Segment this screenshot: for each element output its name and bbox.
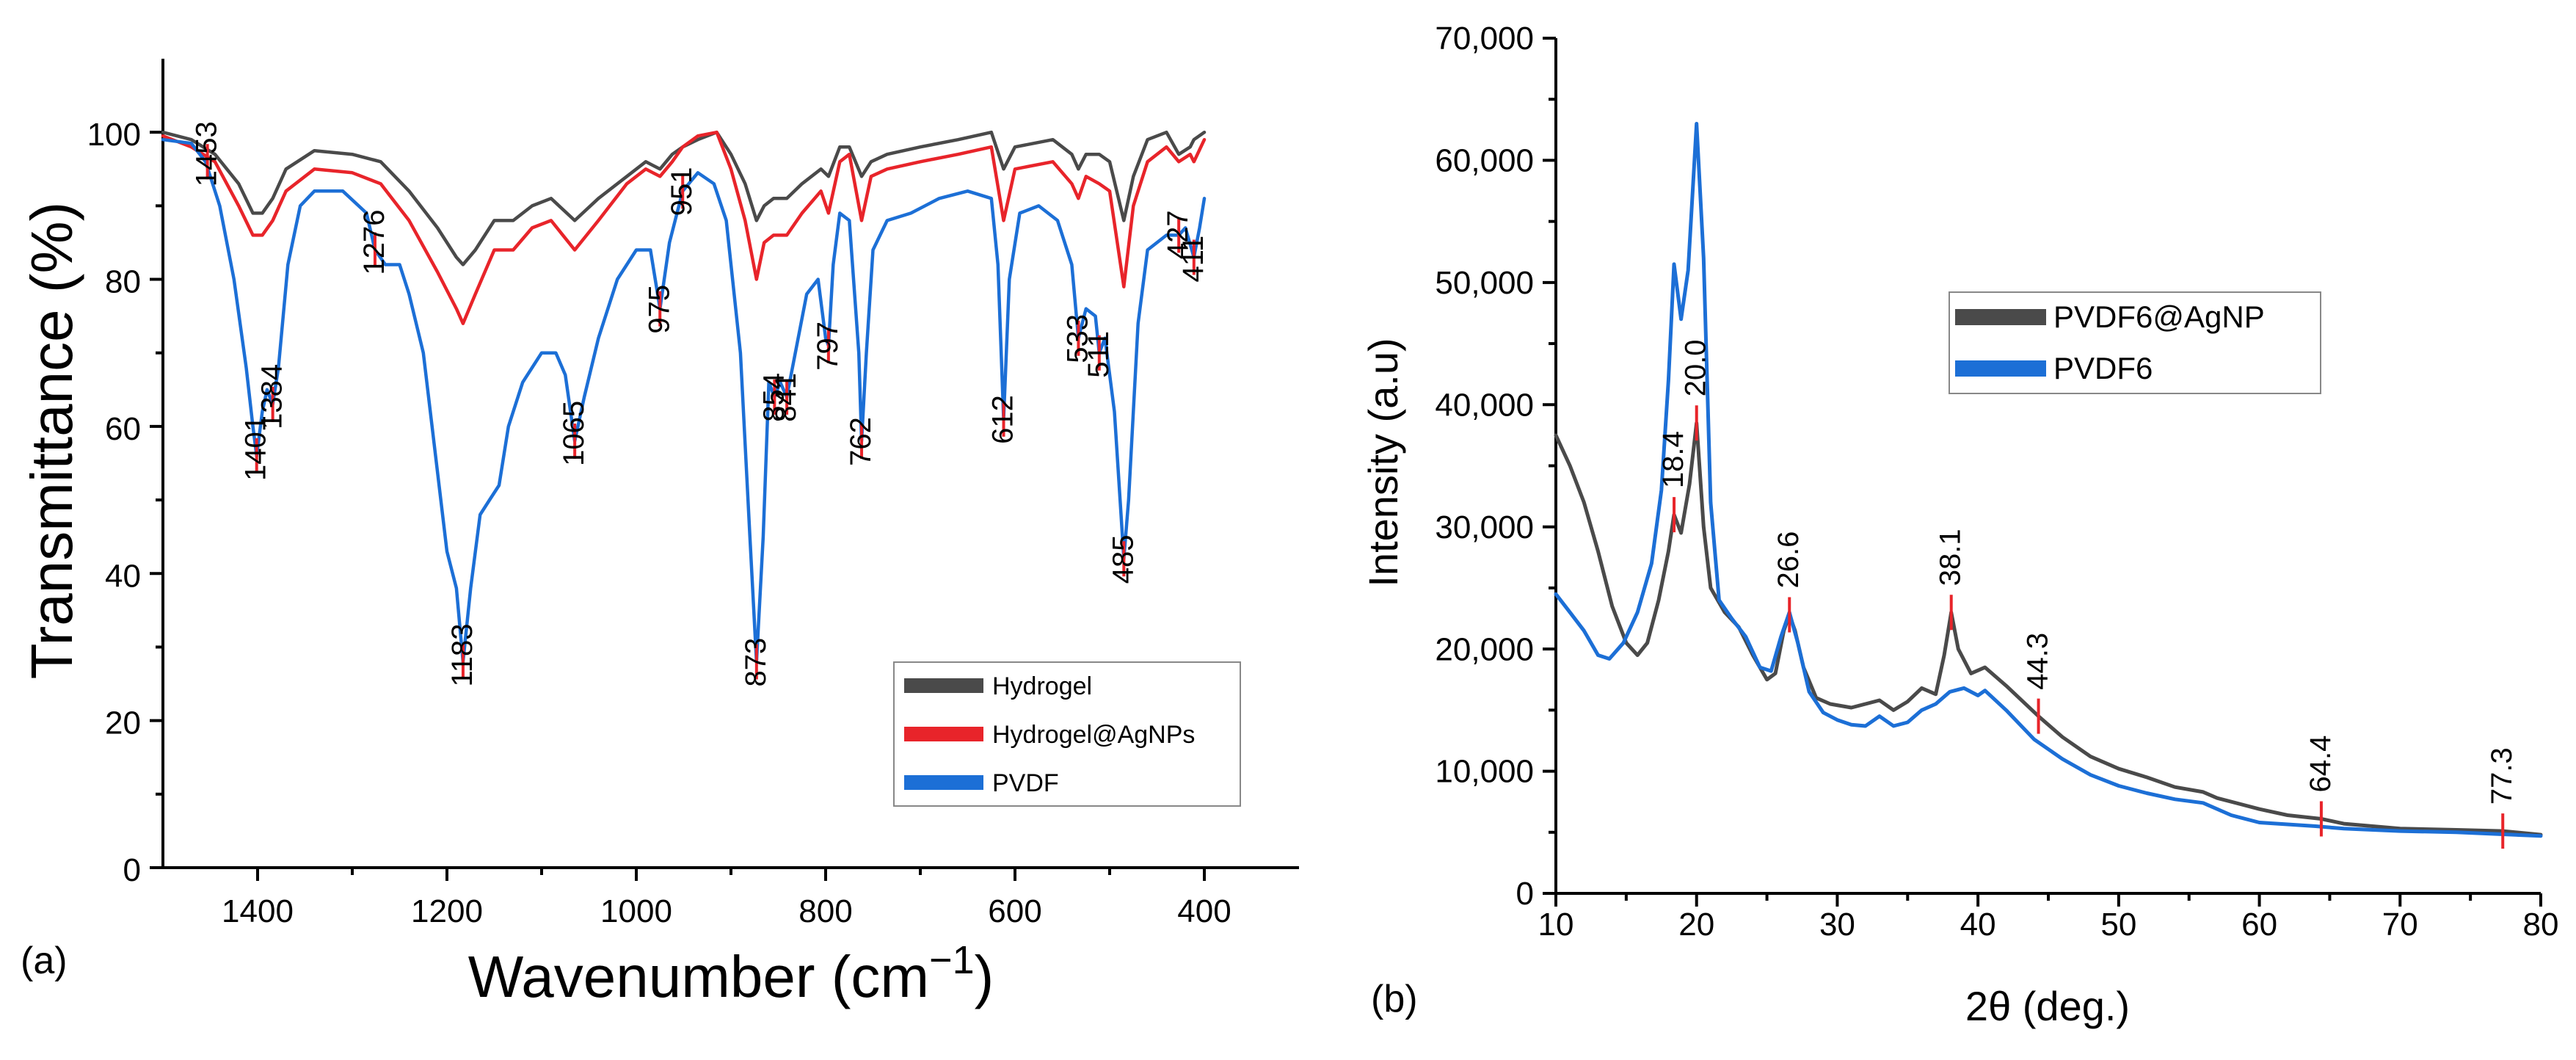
xrd-y-tick-label: 10,000: [1435, 754, 1534, 790]
ftir-peak-label-975: 975: [643, 285, 675, 334]
panel-label-b: (b): [1371, 978, 1418, 1020]
xrd-chart: 10 20 30 40 50 60 70 80 0 10,000 20,000 30,000 40,00…: [1360, 21, 2558, 1029]
ftir-x-axis-title: Wavenumber (cm−1): [468, 938, 994, 1009]
xrd-series-lines: [1554, 122, 2543, 838]
xrd-x-tick-label: 30: [1819, 907, 1855, 943]
xrd-y-tick-label: 40,000: [1435, 387, 1534, 423]
xrd-x-tick-label: 10: [1538, 907, 1574, 943]
ftir-y-axis-title: Transmittance (%): [19, 202, 84, 680]
xrd-y-tick-label: 20,000: [1435, 631, 1534, 667]
xrd-peak-markers: 18.4 20.0 26.6 38.1 44.3 64.4 77.3: [1657, 339, 2518, 849]
xrd-peak-label-20-0: 20.0: [1680, 339, 1712, 396]
xrd-peak-label-64-4: 64.4: [2304, 736, 2337, 793]
ftir-x-tick-label: 600: [988, 893, 1041, 929]
ftir-peak-label-951: 951: [666, 167, 698, 217]
legend-label-hydrogel: Hydrogel: [992, 672, 1092, 700]
ftir-peak-label-873: 873: [740, 638, 772, 687]
legend-label-pvdf: PVDF: [992, 769, 1059, 797]
ftir-peak-label-427: 427: [1162, 210, 1194, 259]
ftir-y-tick-label: 60: [105, 411, 141, 447]
xrd-x-tick-label: 20: [1678, 907, 1714, 943]
xrd-legend: PVDF6@AgNP PVDF6: [1949, 291, 2321, 394]
ftir-peak-label-762: 762: [845, 417, 877, 466]
ftir-peak-label-485: 485: [1107, 534, 1139, 584]
ftir-legend: Hydrogel Hydrogel@AgNPs PVDF: [893, 661, 1241, 807]
ftir-y-tick-label: 0: [123, 852, 141, 888]
ftir-peak-label-1183: 1183: [446, 623, 479, 686]
xrd-peak-label-38-1: 38.1: [1935, 529, 1967, 586]
ftir-peak-label-797: 797: [812, 322, 844, 371]
ftir-peak-label-1384: 1384: [256, 364, 288, 429]
ftir-ticks: 1400 1200 1000 800 600 400 0 20 40 60 80 100: [87, 117, 1231, 929]
xrd-y-tick-label: 0: [1516, 876, 1534, 912]
xrd-y-tick-label: 30,000: [1435, 509, 1534, 545]
panel-label-a: (a): [21, 940, 68, 982]
xrd-peak-label-26-6: 26.6: [1772, 531, 1805, 589]
xrd-y-axis-title: Intensity (a.u): [1360, 338, 1406, 587]
legend-label-pvdf6: PVDF6: [2053, 351, 2153, 385]
ftir-peak-label-612: 612: [987, 395, 1019, 444]
ftir-x-tick-label: 800: [798, 893, 852, 929]
ftir-x-tick-label: 400: [1177, 893, 1231, 929]
xrd-ticks: 10 20 30 40 50 60 70 80 0 10,000 20,000 30,000 40,00…: [1435, 21, 2558, 943]
ftir-x-tick-label: 1400: [222, 893, 294, 929]
xrd-x-tick-label: 80: [2523, 907, 2559, 943]
ftir-y-tick-label: 100: [87, 117, 141, 153]
ftir-peak-label-511: 511: [1083, 331, 1115, 378]
ftir-series-line-pvdf: [161, 137, 1207, 664]
ftir-series-line-hydrogel: [161, 130, 1207, 266]
ftir-y-tick-label: 20: [105, 705, 141, 741]
ftir-y-tick-label: 80: [105, 264, 141, 300]
ftir-peak-label-854: 854: [757, 373, 790, 422]
legend-label-pvdf6-agnp: PVDF6@AgNP: [2053, 300, 2265, 334]
ftir-peak-label-411: 411: [1177, 236, 1209, 283]
xrd-peak-label-18-4: 18.4: [1657, 431, 1689, 488]
xrd-y-tick-label: 50,000: [1435, 265, 1534, 301]
xrd-x-tick-label: 40: [1960, 907, 1996, 943]
legend-label-hydrogel-agnps: Hydrogel@AgNPs: [992, 721, 1195, 749]
xrd-x-axis-title: 2θ (deg.): [1965, 983, 2130, 1029]
ftir-peak-label-1276: 1276: [358, 210, 390, 275]
xrd-series-line-pvdf6: [1554, 122, 2543, 838]
ftir-x-tick-label: 1200: [411, 893, 483, 929]
xrd-series-line-pvdf6-agnp: [1554, 421, 2543, 837]
xrd-y-tick-label: 60,000: [1435, 143, 1534, 179]
ftir-peak-label-533: 533: [1061, 314, 1094, 363]
ftir-peak-label-1401: 1401: [240, 415, 272, 481]
ftir-x-tick-label: 1000: [600, 893, 672, 929]
xrd-x-tick-label: 60: [2241, 907, 2277, 943]
xrd-y-tick-label: 70,000: [1435, 21, 1534, 57]
ftir-series-line-hydrogel-agnps: [161, 130, 1207, 325]
xrd-x-tick-label: 70: [2382, 907, 2418, 943]
xrd-x-tick-label: 50: [2100, 907, 2136, 943]
ftir-peak-label-1453: 1453: [191, 121, 223, 186]
xrd-peak-label-44-3: 44.3: [2022, 633, 2054, 690]
xrd-peak-label-77-3: 77.3: [2486, 747, 2518, 805]
ftir-peak-label-841: 841: [770, 373, 802, 422]
ftir-peak-label-1065: 1065: [558, 401, 590, 466]
ftir-y-tick-label: 40: [105, 558, 141, 594]
